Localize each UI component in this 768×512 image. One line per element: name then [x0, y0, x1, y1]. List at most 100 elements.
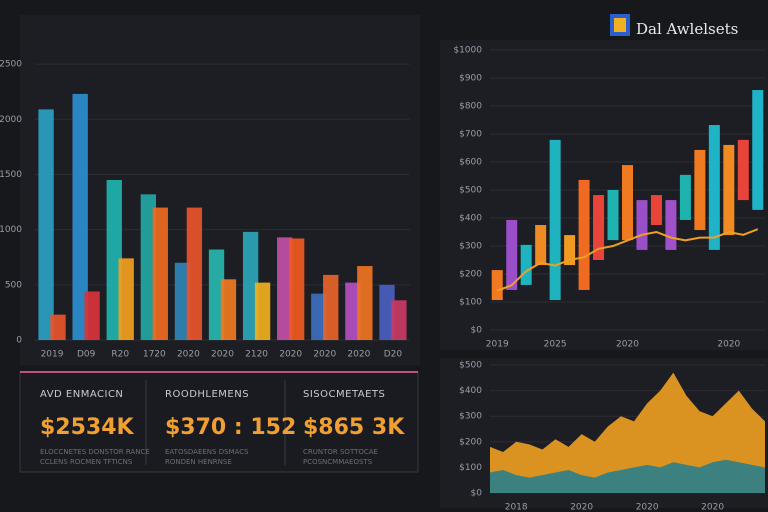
x-tick-label: 2020 — [570, 503, 593, 512]
bar — [106, 180, 122, 340]
kpi-line: CCLENS ROCMEN TFTICNS — [40, 458, 133, 466]
kpi-title: ROODHLEMENS — [165, 389, 249, 400]
bar — [311, 293, 327, 340]
bar — [174, 262, 191, 340]
kpi-panel — [19, 371, 419, 473]
bar — [208, 249, 225, 340]
bar — [140, 194, 157, 340]
kpi-title: AVD ENMACICN — [40, 389, 123, 400]
title: Dal Awlelsets — [636, 20, 738, 38]
y-tick-label: $800 — [459, 102, 482, 112]
bar — [72, 93, 88, 341]
candle-body — [491, 270, 503, 301]
bar — [118, 258, 134, 340]
bar — [242, 231, 259, 340]
y-tick-label: 0 — [16, 336, 22, 346]
x-tick-label: 2020 — [636, 503, 659, 512]
y-tick-label: 2500 — [0, 60, 22, 70]
bar — [277, 237, 293, 340]
bar — [379, 284, 395, 340]
x-tick-label: 2020 — [347, 350, 370, 360]
bar — [323, 274, 339, 340]
kpi-value: $2534K — [40, 415, 135, 440]
y-tick-label: $500 — [459, 186, 482, 196]
x-tick-label: 2025 — [544, 340, 567, 350]
candle-body — [737, 139, 749, 201]
candle-body — [506, 219, 518, 290]
y-tick-label: $300 — [459, 242, 482, 252]
candle-body — [549, 139, 561, 301]
candle-body — [607, 190, 619, 241]
kpi-title: SISOCMETAETS — [303, 389, 385, 400]
bar — [288, 238, 305, 340]
y-tick-label: $900 — [459, 74, 482, 84]
candle-body — [622, 165, 633, 241]
bar — [152, 207, 168, 340]
bar — [254, 282, 271, 340]
candle-body — [679, 174, 691, 220]
y-tick-label: $400 — [459, 386, 482, 396]
x-tick-label: 2020 — [616, 340, 639, 350]
y-tick-label: $100 — [459, 298, 482, 308]
x-tick-label: 2020 — [211, 350, 234, 360]
bar — [50, 314, 66, 340]
y-tick-label: $300 — [459, 412, 482, 422]
kpi-line: ELOCCNETES DONSTOR RANCE — [40, 448, 150, 456]
y-tick-label: $500 — [459, 361, 482, 371]
candle-body — [578, 179, 590, 290]
x-tick-label: 2019 — [41, 350, 64, 360]
x-tick-label: D20 — [384, 350, 403, 360]
y-tick-label: $400 — [459, 214, 482, 224]
y-tick-label: $100 — [459, 463, 482, 473]
candle-body — [752, 90, 764, 210]
y-tick-label: $600 — [459, 158, 482, 168]
y-tick-label: 1500 — [0, 170, 22, 180]
bar — [38, 109, 54, 341]
y-tick-label: 500 — [5, 280, 22, 290]
kpi-line: PCOSNCMMAEOSTS — [303, 458, 373, 466]
y-tick-label: $700 — [459, 130, 482, 140]
y-tick-label: $0 — [471, 326, 483, 336]
x-tick-label: 2120 — [245, 350, 268, 360]
y-tick-label: $0 — [471, 489, 483, 499]
x-tick-label: 2018 — [505, 503, 528, 512]
candle-body — [520, 244, 532, 285]
kpi-line: RONDEN HENRNSE — [165, 458, 232, 466]
candle-body — [564, 235, 576, 266]
x-tick-label: 1720 — [143, 350, 166, 360]
bar — [84, 291, 100, 340]
logo — [614, 18, 626, 32]
candle-body — [650, 195, 662, 225]
candle-body — [593, 195, 605, 260]
y-tick-label: $1000 — [453, 46, 482, 56]
kpi-line: EATOSDAEENS DSMACS — [165, 448, 249, 456]
y-tick-label: 2000 — [0, 115, 22, 125]
candle-body — [694, 149, 706, 231]
kpi-value: $865 3K — [303, 415, 405, 440]
kpi-value: $370 : 152 — [165, 415, 296, 440]
area — [490, 459, 765, 493]
bar — [345, 282, 361, 340]
bar — [391, 300, 407, 340]
area — [490, 372, 765, 493]
y-tick-label: 1000 — [0, 225, 22, 235]
candle-body — [636, 200, 648, 250]
x-tick-label: 2020 — [279, 350, 302, 360]
x-tick-label: 2019 — [486, 340, 509, 350]
bar — [220, 279, 237, 340]
x-tick-label: 2020 — [701, 503, 724, 512]
candle-body — [723, 144, 735, 236]
x-tick-label: 2020 — [313, 350, 336, 360]
bar — [186, 207, 203, 340]
trend-line — [496, 228, 759, 292]
y-tick-label: $200 — [459, 270, 482, 280]
candle-body — [708, 125, 720, 250]
kpi-line: CRUNTOR SOTTOCAE — [303, 448, 378, 456]
x-tick-label: D09 — [77, 350, 96, 360]
bar — [357, 266, 373, 340]
y-tick-label: $200 — [459, 437, 482, 447]
x-tick-label: 2020 — [177, 350, 200, 360]
candle-body — [665, 200, 677, 250]
x-tick-label: 2020 — [717, 340, 740, 350]
